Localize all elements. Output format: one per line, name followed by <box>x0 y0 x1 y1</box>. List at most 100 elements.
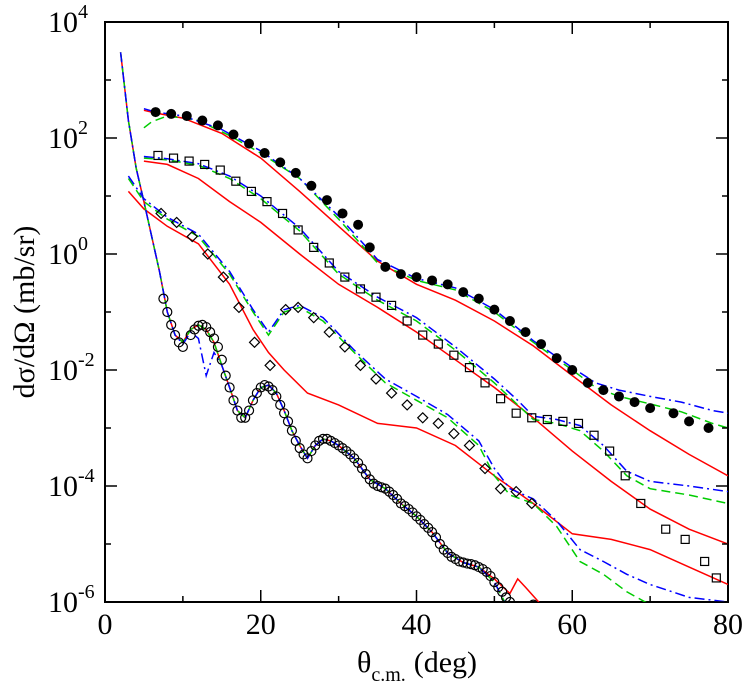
data-point-open-diamond <box>292 301 304 314</box>
data-point-open-square <box>620 471 630 481</box>
data-point-open-circle <box>162 306 173 318</box>
data-point-open-diamond <box>307 311 320 324</box>
data-point-filled-circle <box>551 353 562 364</box>
data-point-open-circle <box>528 599 538 602</box>
data-point-filled-circle <box>582 377 593 388</box>
set-1-filled-circles-solid-curve <box>143 109 728 477</box>
data-point-open-square <box>711 573 721 583</box>
data-point-open-diamond <box>323 326 336 338</box>
data-point-open-square <box>324 258 334 268</box>
data-point-filled-circle <box>504 315 515 326</box>
data-point-filled-circle <box>703 423 714 433</box>
data-point-open-square <box>661 524 671 534</box>
set-2-open-squares-solid-curve <box>143 160 728 545</box>
data-point-open-square <box>558 416 568 426</box>
y-tick-label: 102 <box>48 117 88 155</box>
x-tick-label: 0 <box>98 608 113 641</box>
data-point-filled-circle <box>166 108 177 119</box>
x-axis-title: θc.m. (deg) <box>357 646 477 686</box>
data-point-open-circle <box>193 320 204 331</box>
data-point-open-square <box>511 408 521 418</box>
data-point-open-diamond <box>494 482 507 495</box>
x-tick-label: 20 <box>246 608 276 641</box>
data-point-open-square <box>231 176 241 186</box>
y-tick-base: 10 <box>48 470 78 503</box>
y-tick-exponent: -6 <box>78 581 95 603</box>
set-2-open-squares-dashed-curve <box>143 157 728 505</box>
y-tick-base: 10 <box>48 6 78 39</box>
data-point-filled-circle <box>442 279 453 290</box>
data-point-open-square <box>573 418 584 429</box>
data-point-open-diamond <box>525 497 538 510</box>
data-point-open-square <box>449 350 459 360</box>
data-point-open-diamond <box>416 411 429 424</box>
data-point-open-diamond <box>339 341 351 353</box>
y-tick-label: 10-6 <box>48 581 95 619</box>
data-point-open-circle <box>177 341 188 353</box>
x-axis-theta: θ <box>357 646 371 679</box>
data-point-open-diamond <box>479 462 491 475</box>
data-point-open-diamond <box>155 207 167 220</box>
y-tick-exponent: 4 <box>78 1 88 23</box>
data-point-open-square <box>636 498 646 509</box>
data-point-filled-circle <box>181 110 192 121</box>
set-1-filled-circles-dashdot-curve <box>143 107 728 414</box>
y-tick-exponent: -2 <box>78 349 95 371</box>
data-point-open-diamond <box>170 216 183 229</box>
data-point-open-square <box>480 378 490 388</box>
data-point-open-square <box>184 156 194 166</box>
data-point-open-circle <box>454 556 465 567</box>
experimental-data <box>150 107 721 602</box>
y-tick-label: 10-4 <box>48 465 95 503</box>
data-point-filled-circle <box>567 365 578 375</box>
y-tick-exponent: 2 <box>78 117 88 139</box>
data-point-open-square <box>386 300 397 310</box>
data-point-open-circle <box>279 408 290 419</box>
data-point-open-circle <box>271 391 282 402</box>
data-point-filled-circle <box>306 180 317 191</box>
data-point-filled-circle <box>395 269 406 280</box>
data-point-filled-circle <box>197 115 208 126</box>
set-4-open-circles-dashdot-curve <box>119 52 506 602</box>
x-tick-label: 60 <box>557 608 587 641</box>
data-point-filled-circle <box>244 138 255 149</box>
data-point-filled-circle <box>613 391 624 402</box>
data-point-open-square <box>215 165 225 175</box>
axis-ticks <box>104 21 729 603</box>
data-point-open-square <box>418 330 428 340</box>
data-point-open-square <box>277 208 288 219</box>
data-point-open-circle <box>282 416 294 427</box>
data-point-open-diamond <box>401 399 414 411</box>
data-point-open-square <box>527 413 537 423</box>
data-point-open-square <box>464 362 475 373</box>
data-point-filled-circle <box>259 148 270 159</box>
set-3-open-diamonds-dashed-curve <box>127 178 647 602</box>
y-tick-base: 10 <box>48 354 78 387</box>
x-tick-label: 40 <box>402 608 432 641</box>
data-point-open-square <box>496 394 506 404</box>
data-point-filled-circle <box>337 208 348 219</box>
data-point-open-square <box>309 242 319 252</box>
y-tick-base: 10 <box>48 586 78 619</box>
x-axis-subscript: c.m. <box>371 664 405 686</box>
data-point-filled-circle <box>380 261 391 272</box>
data-point-filled-circle <box>427 275 438 286</box>
data-point-open-circle <box>243 405 255 416</box>
data-point-filled-circle <box>458 287 469 298</box>
data-point-open-circle <box>286 425 297 436</box>
data-point-open-square <box>340 272 350 282</box>
data-point-filled-circle <box>536 339 547 350</box>
y-tick-exponent: -4 <box>78 465 95 487</box>
data-point-open-square <box>168 153 179 163</box>
data-point-open-circle <box>228 395 239 406</box>
x-tick-labels: 0 20 40 60 80 <box>98 608 744 641</box>
data-point-open-square <box>246 186 257 197</box>
x-axis-unit: (deg) <box>414 646 477 679</box>
data-point-open-diamond <box>264 359 276 372</box>
y-tick-label: 100 <box>48 233 88 271</box>
data-point-open-circle <box>166 319 177 330</box>
data-point-open-diamond <box>248 336 261 349</box>
data-point-open-square <box>355 284 366 294</box>
data-point-open-diamond <box>448 427 460 440</box>
